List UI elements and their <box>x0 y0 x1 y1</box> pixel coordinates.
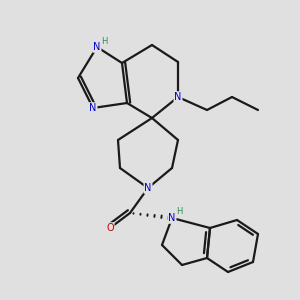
Text: N: N <box>89 103 97 113</box>
Text: N: N <box>174 92 182 102</box>
Text: N: N <box>93 42 101 52</box>
Text: H: H <box>101 37 107 46</box>
Text: N: N <box>144 183 152 193</box>
Text: O: O <box>106 223 114 233</box>
Text: N: N <box>168 213 176 223</box>
Text: H: H <box>176 208 182 217</box>
